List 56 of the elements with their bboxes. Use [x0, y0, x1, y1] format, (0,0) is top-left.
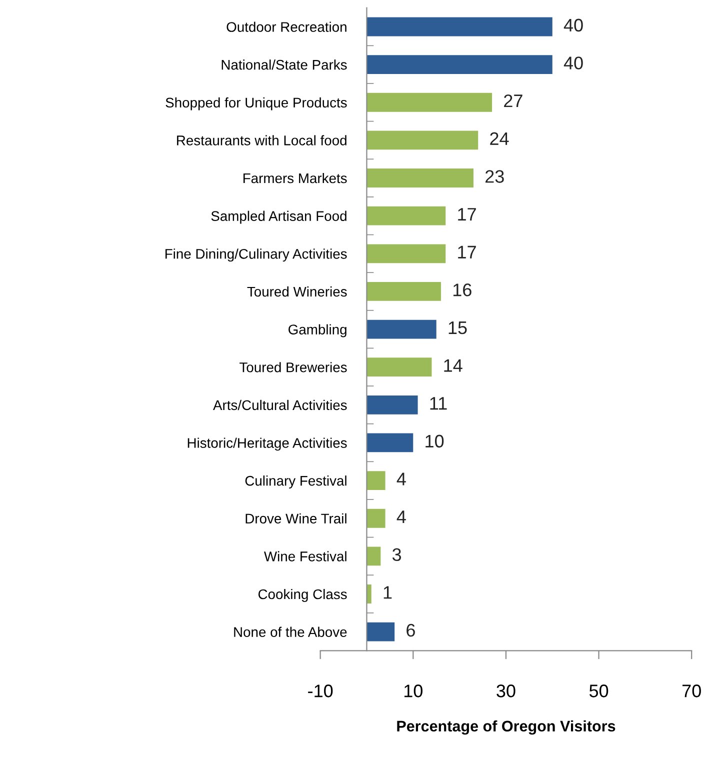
y-tick-label: Toured Wineries: [247, 286, 347, 297]
bar: [366, 206, 446, 226]
data-label: 27: [504, 94, 522, 108]
bar: [366, 244, 446, 264]
bar: [366, 358, 432, 377]
y-tick-label: Fine Dining/Culinary Activities: [165, 248, 347, 262]
y-tick-label: Cooking Class: [258, 588, 347, 602]
data-label: 24: [490, 132, 509, 145]
y-tick-label: Historic/Heritage Activities: [188, 438, 347, 451]
y-tick-label: Culinary Festival: [245, 476, 346, 488]
y-tick-label: Restaurants with Local food: [177, 135, 346, 146]
data-label: 23: [485, 170, 504, 183]
y-tick-label: Wine Festival: [264, 551, 346, 562]
y-tick-label: Gambling: [288, 324, 346, 338]
data-label: 4: [396, 510, 406, 524]
data-label: 11: [430, 397, 447, 410]
y-tick-label: Farmers Markets: [243, 172, 347, 184]
x-tick-label: 10: [404, 684, 422, 698]
data-label: 17: [458, 208, 476, 220]
bar: [366, 508, 386, 528]
x-axis-title: Percentage of Oregon Visitors: [397, 720, 616, 735]
x-tick-label: 50: [589, 684, 608, 698]
data-label: 40: [564, 18, 583, 32]
data-label: 40: [564, 56, 583, 70]
y-tick-label: Toured Breweries: [240, 362, 347, 372]
y-tick-label: Outdoor Recreation: [226, 22, 346, 32]
bar: [366, 395, 418, 414]
data-label: 17: [458, 246, 476, 258]
bar: [366, 168, 474, 188]
data-label: 1: [384, 586, 392, 599]
bar: [366, 130, 478, 150]
data-label: 10: [426, 434, 444, 448]
data-label: 16: [453, 284, 472, 296]
data-label: 14: [444, 359, 462, 372]
bar: [366, 55, 552, 74]
y-tick-label: None of the Above: [234, 626, 347, 637]
x-tick-label: 70: [682, 684, 701, 698]
bar: [366, 622, 395, 642]
y-tick-label: Arts/Cultural Activities: [213, 400, 347, 410]
data-label: 4: [396, 472, 406, 486]
data-label: 6: [406, 624, 415, 637]
y-tick-label: Shopped for Unique Products: [166, 97, 347, 110]
bar: [366, 17, 552, 36]
y-tick-label: National/State Parks: [222, 60, 347, 70]
bar: [366, 471, 386, 490]
x-tick-label: 30: [496, 684, 516, 698]
y-tick-label: Sampled Artisan Food: [211, 210, 346, 224]
data-label: 15: [448, 322, 467, 334]
bar: [366, 320, 436, 339]
data-label: 3: [392, 548, 402, 562]
y-tick-label: Drove Wine Trail: [246, 513, 346, 524]
bar: [366, 546, 381, 566]
x-tick-label: -10: [308, 684, 333, 698]
bar: [366, 282, 441, 301]
bar: [366, 433, 414, 452]
bar: [366, 92, 492, 112]
